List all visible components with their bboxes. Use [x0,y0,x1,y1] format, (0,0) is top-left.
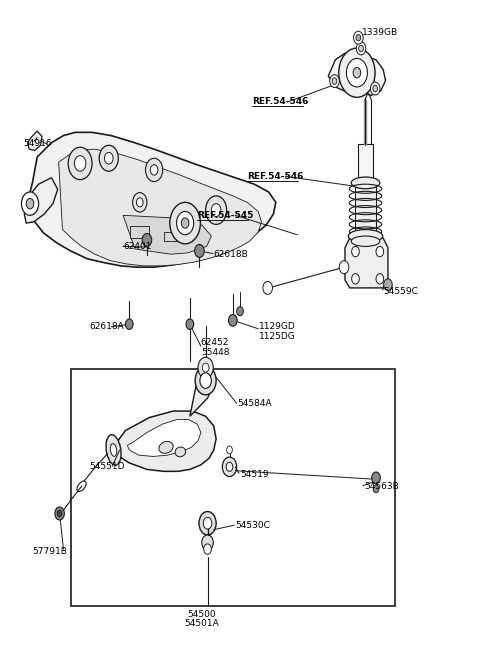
Circle shape [371,82,380,95]
Circle shape [150,165,158,175]
Circle shape [228,314,237,326]
Bar [164,232,180,242]
Circle shape [373,85,378,92]
Text: 57791B: 57791B [33,547,67,555]
Text: 54563B: 54563B [364,482,399,491]
Bar [71,369,395,605]
Ellipse shape [351,236,380,247]
Circle shape [186,319,194,329]
Circle shape [332,78,337,85]
Circle shape [68,147,92,180]
Ellipse shape [106,435,121,465]
Text: 54519: 54519 [240,470,269,479]
Bar [359,144,372,183]
Polygon shape [345,238,388,288]
Polygon shape [123,215,211,254]
Text: 55448: 55448 [201,348,229,357]
Polygon shape [328,53,385,96]
Circle shape [222,457,237,477]
Text: 54551D: 54551D [90,462,125,471]
Circle shape [170,202,200,244]
Text: 1125DG: 1125DG [259,332,296,341]
Circle shape [352,273,360,284]
Circle shape [353,68,361,78]
Text: 1129GD: 1129GD [259,322,296,331]
Circle shape [142,234,152,247]
Circle shape [359,45,363,51]
Circle shape [22,192,38,215]
Circle shape [198,357,213,378]
Circle shape [204,544,211,554]
Text: 54500: 54500 [188,610,216,619]
Circle shape [57,510,62,517]
Circle shape [105,152,113,164]
Text: 54916: 54916 [23,139,51,148]
Circle shape [55,507,64,520]
Circle shape [203,518,212,529]
Polygon shape [29,132,276,267]
Ellipse shape [77,481,86,492]
Polygon shape [110,411,216,471]
Circle shape [226,462,233,471]
Text: 62618A: 62618A [90,322,124,331]
Text: 62401: 62401 [123,242,152,251]
Circle shape [181,218,189,229]
Circle shape [354,31,363,44]
Circle shape [125,319,133,329]
Circle shape [26,199,34,209]
Circle shape [211,204,221,217]
Circle shape [202,535,213,551]
Ellipse shape [175,447,186,457]
Text: 54584A: 54584A [238,399,272,408]
Text: 54530C: 54530C [235,521,270,530]
Text: 62618B: 62618B [214,250,249,258]
Text: 62452: 62452 [201,338,229,347]
Circle shape [136,198,143,207]
Text: 54559C: 54559C [383,287,418,296]
Circle shape [132,193,147,212]
Circle shape [373,485,379,493]
Bar [130,227,149,238]
Circle shape [347,59,367,87]
Ellipse shape [348,230,383,243]
Circle shape [195,367,216,395]
Circle shape [339,260,349,273]
Text: 1339GB: 1339GB [362,28,398,37]
Circle shape [237,307,243,316]
Polygon shape [28,131,42,150]
Circle shape [376,247,384,256]
Text: REF.54-546: REF.54-546 [247,172,303,181]
Circle shape [200,373,211,389]
Text: REF.54-546: REF.54-546 [252,98,308,106]
Circle shape [376,273,384,284]
Ellipse shape [159,441,173,453]
Circle shape [177,212,194,235]
Circle shape [263,281,273,294]
Circle shape [205,196,227,225]
Circle shape [356,35,361,41]
Circle shape [99,145,118,171]
Ellipse shape [351,177,380,189]
Ellipse shape [110,443,117,456]
Text: 54501A: 54501A [184,619,219,628]
Polygon shape [190,378,211,416]
Bar [355,183,376,235]
Circle shape [227,446,232,454]
Circle shape [356,42,366,55]
Circle shape [195,245,204,257]
Text: REF.54-545: REF.54-545 [197,211,253,220]
Circle shape [74,156,86,171]
Circle shape [352,247,360,256]
Circle shape [384,279,392,290]
Circle shape [372,472,380,484]
Circle shape [145,158,163,182]
Polygon shape [127,419,201,456]
Circle shape [330,75,339,88]
Circle shape [199,512,216,535]
Circle shape [339,48,375,98]
Polygon shape [59,149,262,266]
Circle shape [202,363,209,372]
Polygon shape [24,178,58,223]
